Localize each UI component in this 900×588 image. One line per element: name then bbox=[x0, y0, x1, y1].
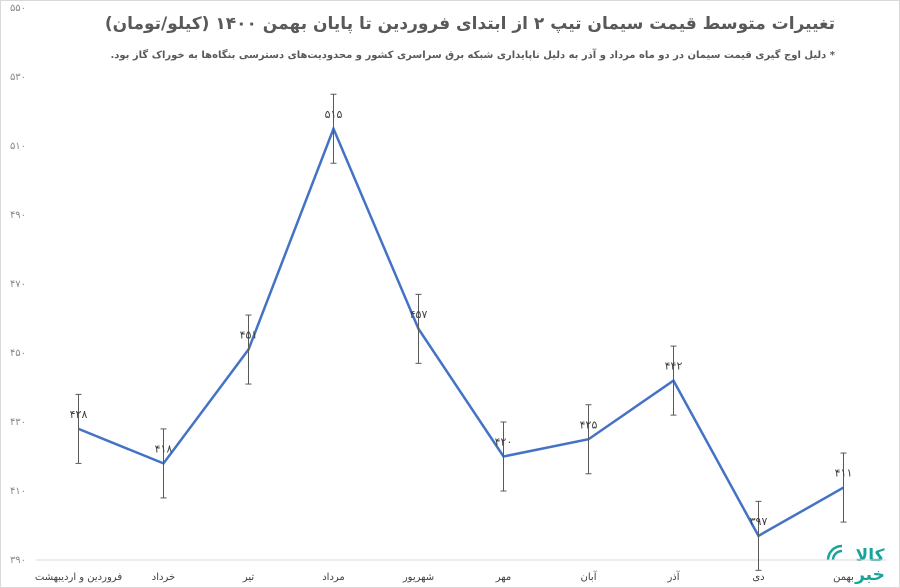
error-bar bbox=[670, 345, 677, 416]
logo-text: خبر bbox=[854, 565, 885, 585]
value-label: ۴۱۱ bbox=[835, 467, 853, 480]
error-bar bbox=[840, 452, 847, 523]
value-label: ۴۵۱ bbox=[240, 329, 258, 342]
logo-icon bbox=[826, 544, 843, 561]
y-tick-label: ۳۹۰ bbox=[10, 555, 26, 566]
error-bar bbox=[245, 314, 252, 385]
series-line bbox=[78, 125, 845, 538]
y-tick-label: ۴۹۰ bbox=[10, 210, 26, 221]
y-tick-label: ۴۳۰ bbox=[10, 417, 26, 428]
error-bar bbox=[415, 293, 422, 364]
y-tick-label: ۴۷۰ bbox=[10, 279, 26, 290]
value-label: ۴۲۵ bbox=[580, 418, 598, 431]
y-tick-label: ۴۱۰ bbox=[10, 486, 26, 497]
y-tick-label: ۵۳۰ bbox=[10, 72, 26, 83]
y-tick-label: ۴۵۰ bbox=[10, 348, 26, 359]
x-tick-label: آذر bbox=[666, 570, 680, 583]
x-tick-label: تیر bbox=[242, 572, 255, 583]
x-tick-label: مرداد bbox=[322, 572, 345, 583]
value-label: ۴۲۰ bbox=[495, 436, 513, 449]
logo-text: کالا bbox=[856, 546, 885, 566]
x-tick-label: مهر bbox=[495, 572, 511, 583]
error-bar bbox=[500, 421, 507, 492]
y-tick-label: ۵۵۰ bbox=[10, 3, 26, 14]
x-tick-label: دی bbox=[752, 572, 764, 583]
value-label: ۴۵۷ bbox=[410, 308, 428, 321]
value-label: ۳۹۷ bbox=[750, 515, 768, 528]
x-tick-label: خرداد bbox=[152, 572, 175, 583]
error-bar bbox=[330, 93, 337, 164]
x-tick-label: شهریور bbox=[402, 572, 434, 583]
x-tick-label: آبان bbox=[581, 570, 598, 583]
value-label: ۵۱۵ bbox=[325, 108, 343, 121]
x-tick-label: بهمن bbox=[833, 572, 854, 583]
chart-subtitle: * دلیل اوج گیری قیمت سیمان در دو ماه مرد… bbox=[110, 48, 835, 61]
error-bar bbox=[755, 500, 762, 571]
error-bar bbox=[160, 428, 167, 499]
y-tick-label: ۵۱۰ bbox=[10, 141, 26, 152]
value-label: ۴۴۲ bbox=[665, 360, 683, 373]
error-bar bbox=[585, 404, 592, 475]
chart-title: تغییرات متوسط قیمت سیمان تیپ ۲ از ابتدای… bbox=[105, 14, 835, 34]
x-tick-label: فروردین و اردیبهشت bbox=[35, 572, 122, 583]
value-label: ۴۲۸ bbox=[70, 408, 88, 421]
error-bar bbox=[75, 393, 82, 464]
value-label: ۴۱۸ bbox=[155, 442, 173, 455]
